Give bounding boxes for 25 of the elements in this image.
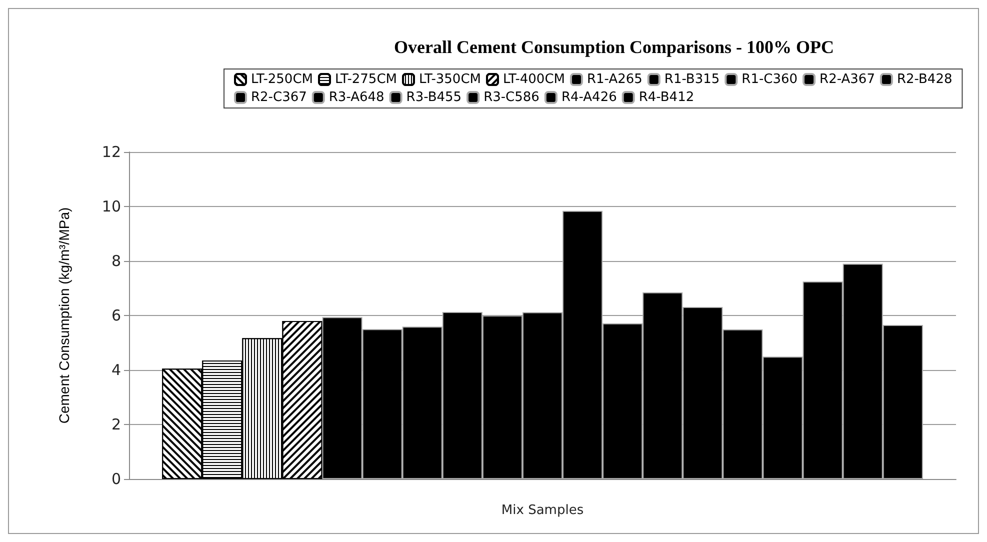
legend-label: R4-A426 xyxy=(561,90,617,105)
legend-label: LT-250CM xyxy=(251,72,313,87)
legend-label: R2-A367 xyxy=(820,72,875,87)
y-axis-title: Cement Consumption (kg/m³/MPa) xyxy=(56,207,72,424)
y-tick-label: 8 xyxy=(111,252,121,270)
legend-label: R2-B428 xyxy=(896,72,952,87)
y-tick-label: 0 xyxy=(111,470,121,488)
legend-label: R4-B412 xyxy=(638,90,694,105)
legend-label: LT-275CM xyxy=(335,72,397,87)
chart-title: Overall Cement Consumption Comparisons - 100% OPC xyxy=(394,37,834,57)
legend-label: R2-C367 xyxy=(251,90,307,105)
legend-label: R3-C586 xyxy=(484,90,540,105)
legend-label: R1-A265 xyxy=(586,72,642,87)
legend-label: R3-A648 xyxy=(328,90,384,105)
legend-label: LT-400CM xyxy=(502,72,565,87)
y-tick-label: 12 xyxy=(102,143,121,161)
x-axis-title: Mix Samples xyxy=(501,503,584,518)
legend-label: R1-C360 xyxy=(742,72,798,87)
y-tick-label: 4 xyxy=(111,361,121,379)
legend-label: R3-B455 xyxy=(406,90,462,105)
y-tick-label: 6 xyxy=(111,306,121,324)
legend-label: R1-B315 xyxy=(664,72,720,87)
y-tick-label: 2 xyxy=(111,416,121,434)
y-tick-label: 10 xyxy=(102,198,121,216)
legend-label: LT-350CM xyxy=(418,72,481,87)
